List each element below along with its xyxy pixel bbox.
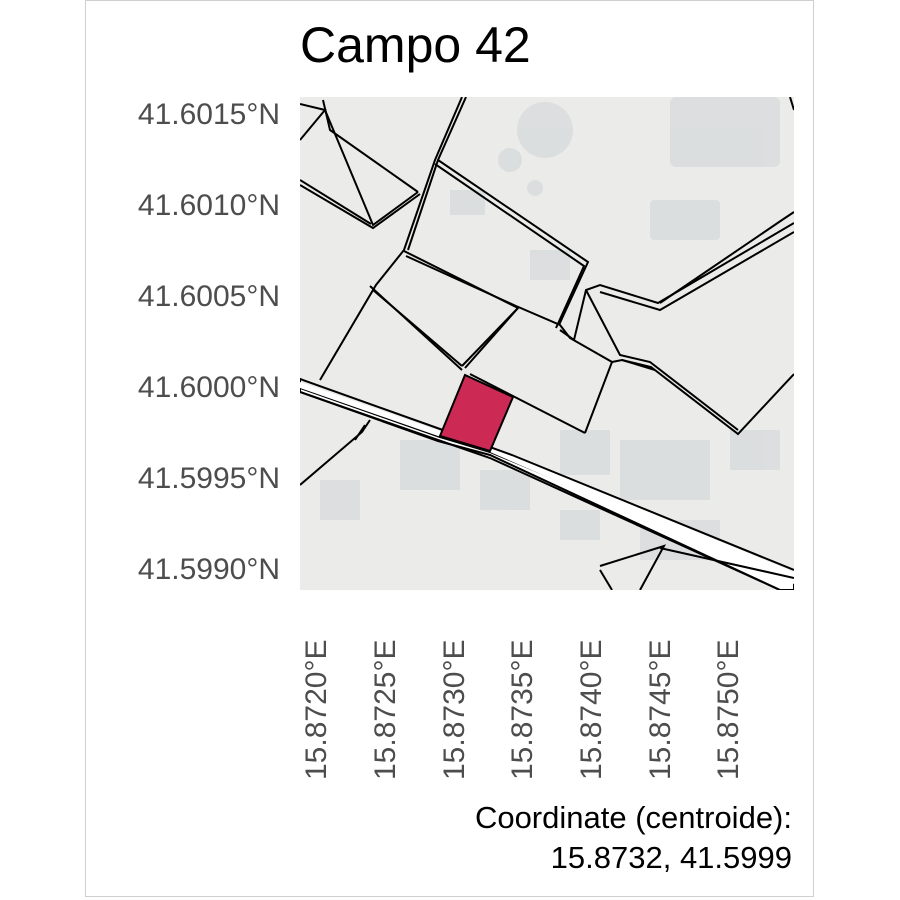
highlighted-parcel[interactable] xyxy=(438,373,515,453)
y-tick-label: 41.6005°N xyxy=(137,280,280,313)
y-tick-label: 41.6015°N xyxy=(137,98,280,131)
caption-label: Coordinate (centroide): xyxy=(474,800,792,835)
x-tick-label: 15.8720°E xyxy=(300,639,333,780)
x-tick-label: 15.8735°E xyxy=(506,639,539,780)
x-tick-label: 15.8730°E xyxy=(438,639,471,780)
y-tick-label: 41.6000°N xyxy=(137,371,280,404)
centroid-caption: Coordinate (centroide): 15.8732, 41.5999 xyxy=(475,798,792,878)
map-title: Campo 42 xyxy=(300,17,531,73)
y-tick-label: 41.5990°N xyxy=(137,553,280,586)
x-tick-label: 15.8740°E xyxy=(575,639,608,780)
caption-value: 15.8732, 41.5999 xyxy=(550,840,792,875)
x-tick-label: 15.8750°E xyxy=(712,639,745,780)
parcel-boundaries xyxy=(300,97,794,590)
x-tick-label: 15.8745°E xyxy=(644,639,677,780)
y-tick-label: 41.5995°N xyxy=(137,462,280,495)
x-tick-label: 15.8725°E xyxy=(369,639,402,780)
map-background xyxy=(300,97,794,590)
y-tick-label: 41.6010°N xyxy=(137,189,280,222)
